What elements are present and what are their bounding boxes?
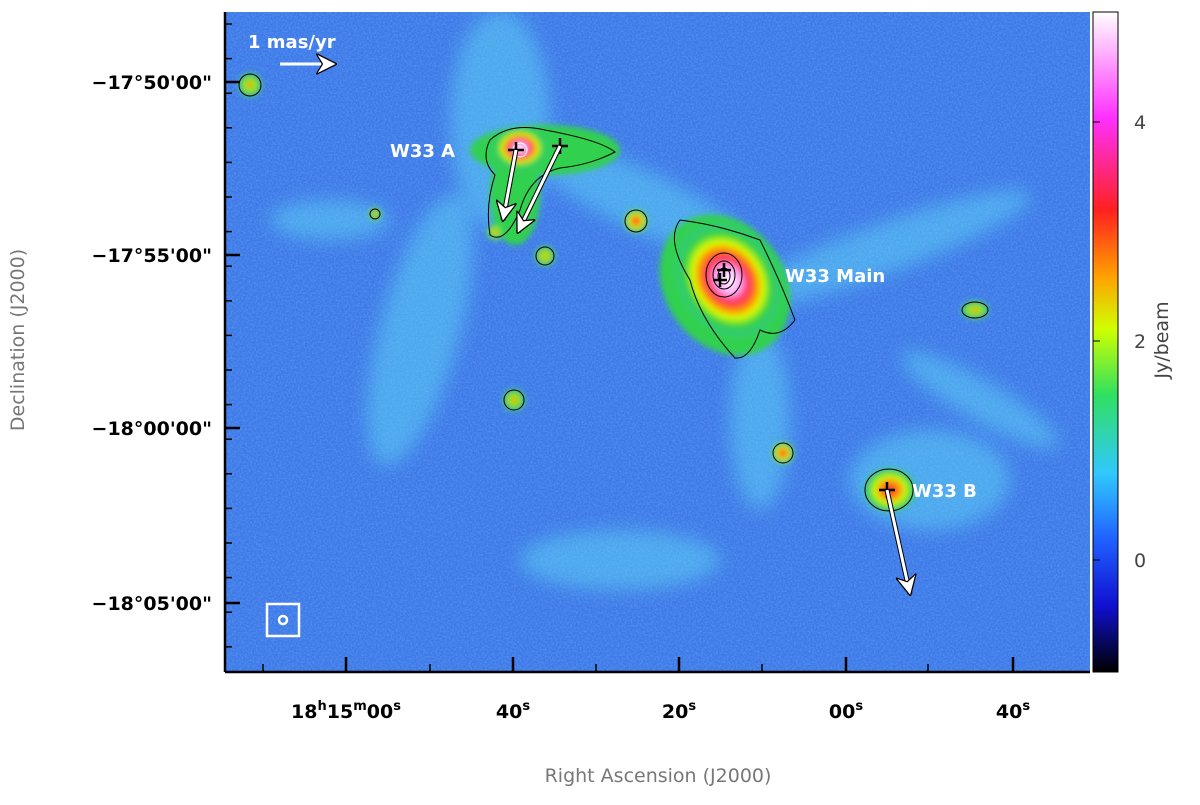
proper-motion-arrows: [280, 64, 910, 594]
x-tick-part: s: [522, 699, 530, 714]
x-tick-part: 18: [291, 701, 317, 723]
scale-label: 1 mas/yr: [248, 32, 336, 53]
x-tick-label: 40s: [496, 699, 530, 723]
y-axis-label: Declination (J2000): [7, 249, 29, 431]
x-tick-label: 40s: [996, 699, 1030, 723]
x-tick-part: 40: [996, 701, 1022, 723]
y-tick-label: −17°50'00": [92, 72, 212, 94]
contours: [238, 73, 989, 512]
source-label: W33 A: [390, 141, 455, 162]
x-tick-label: 00s: [829, 699, 863, 723]
y-tick-label: −17°55'00": [92, 245, 212, 267]
source-label: W33 B: [912, 481, 977, 502]
x-tick-part: s: [393, 699, 401, 714]
x-axis-label: Right Ascension (J2000): [545, 765, 772, 787]
x-tick-part: 00: [829, 701, 855, 723]
x-tick-part: s: [688, 699, 696, 714]
colorbar: [1092, 11, 1119, 673]
x-tick-part: 15: [327, 701, 353, 723]
x-tick-part: 20: [662, 701, 688, 723]
x-tick-part: s: [855, 699, 863, 714]
colorbar-label: Jy/beam: [1151, 301, 1173, 379]
axes: [223, 12, 1090, 674]
x-tick-part: h: [317, 699, 326, 714]
x-tick-label: 20s: [662, 699, 696, 723]
x-tick-part: 40: [496, 701, 522, 723]
y-tick-label: −18°00'00": [92, 418, 212, 440]
sky-image: [225, 12, 1090, 672]
x-tick-part: m: [353, 699, 367, 714]
source-label: W33 Main: [785, 266, 885, 287]
x-tick-label: 18h15m00s: [291, 699, 401, 723]
x-tick-part: s: [1022, 699, 1030, 714]
colorbar-tick-label: 2: [1134, 331, 1146, 353]
colorbar-tick-label: 0: [1134, 550, 1146, 572]
colorbar-tick-label: 4: [1134, 112, 1146, 134]
x-tick-part: 00: [367, 701, 393, 723]
beam: [265, 602, 301, 638]
y-tick-label: −18°05'00": [92, 593, 212, 615]
